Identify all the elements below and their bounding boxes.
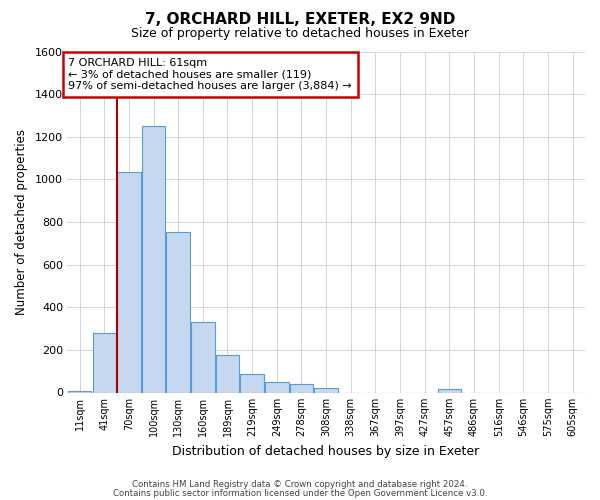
Bar: [166, 232, 190, 392]
Bar: [191, 322, 215, 392]
Bar: [216, 355, 239, 393]
Bar: [314, 388, 338, 392]
Bar: [437, 390, 461, 392]
Bar: [117, 172, 140, 392]
Y-axis label: Number of detached properties: Number of detached properties: [15, 129, 28, 315]
Text: Contains HM Land Registry data © Crown copyright and database right 2024.: Contains HM Land Registry data © Crown c…: [132, 480, 468, 489]
Bar: [290, 384, 313, 392]
Text: Contains public sector information licensed under the Open Government Licence v3: Contains public sector information licen…: [113, 488, 487, 498]
Bar: [92, 333, 116, 392]
Bar: [265, 382, 289, 392]
Text: Size of property relative to detached houses in Exeter: Size of property relative to detached ho…: [131, 28, 469, 40]
Bar: [241, 374, 264, 392]
Text: 7 ORCHARD HILL: 61sqm
← 3% of detached houses are smaller (119)
97% of semi-deta: 7 ORCHARD HILL: 61sqm ← 3% of detached h…: [68, 58, 352, 91]
X-axis label: Distribution of detached houses by size in Exeter: Distribution of detached houses by size …: [172, 444, 480, 458]
Text: 7, ORCHARD HILL, EXETER, EX2 9ND: 7, ORCHARD HILL, EXETER, EX2 9ND: [145, 12, 455, 28]
Bar: [142, 126, 165, 392]
